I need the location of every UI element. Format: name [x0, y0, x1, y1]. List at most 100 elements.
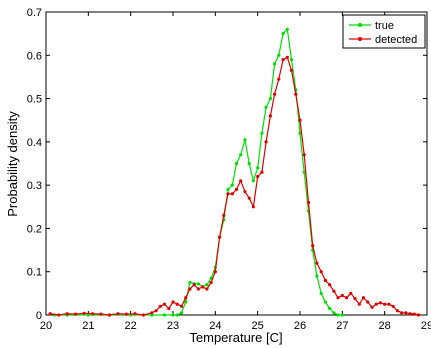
data-point-detected — [323, 278, 327, 282]
data-point-detected — [400, 311, 404, 315]
data-point-detected — [188, 287, 192, 291]
data-point-detected — [239, 179, 243, 183]
y-tick-label: 0 — [36, 310, 42, 322]
data-point-true — [247, 161, 251, 166]
y-axis-label: Probability density — [5, 111, 20, 217]
y-tick-label: 0.2 — [27, 223, 42, 235]
x-tick-label: 26 — [294, 320, 306, 332]
data-point-detected — [243, 190, 247, 194]
legend: true detected — [342, 14, 426, 49]
data-point-detected — [82, 311, 86, 315]
series-layer — [48, 27, 421, 317]
x-tick-label: 20 — [40, 320, 52, 332]
data-point-detected — [209, 280, 213, 285]
data-point-detected — [383, 302, 387, 306]
data-point-true — [205, 283, 209, 287]
data-point-detected — [201, 285, 205, 289]
data-point-detected — [395, 309, 399, 313]
data-point-true — [260, 131, 264, 135]
data-point-detected — [260, 170, 264, 174]
x-tick-label: 24 — [209, 320, 221, 332]
data-point-true — [188, 280, 192, 285]
data-point-detected — [175, 302, 179, 306]
data-point-detected — [370, 305, 374, 309]
data-point-detected — [349, 291, 353, 295]
data-point-true — [171, 313, 175, 317]
data-point-true — [319, 291, 323, 295]
data-point-true — [184, 300, 188, 304]
x-tick-label: 25 — [252, 320, 264, 332]
data-point-true — [175, 313, 179, 317]
data-point-true — [226, 187, 230, 192]
data-point-true — [162, 313, 167, 317]
data-point-detected — [387, 302, 391, 306]
data-point-detected — [133, 312, 137, 316]
data-point-detected — [361, 296, 366, 300]
data-point-detected — [328, 283, 332, 287]
data-point-true — [256, 166, 260, 170]
data-point-detected — [230, 192, 234, 196]
data-point-detected — [357, 302, 361, 306]
data-point-detected — [366, 300, 370, 304]
data-point-detected — [391, 304, 395, 308]
data-point-detected — [99, 312, 103, 316]
data-point-detected — [306, 200, 311, 205]
data-point-detected — [171, 300, 175, 304]
data-point-detected — [154, 309, 158, 313]
data-point-true — [264, 105, 268, 109]
data-point-detected — [226, 192, 230, 196]
data-point-detected — [285, 55, 289, 60]
x-tick-label: 21 — [82, 320, 94, 332]
data-point-detected — [289, 68, 294, 72]
x-tick-label: 29 — [421, 320, 431, 332]
data-point-detected — [141, 313, 145, 317]
legend-box — [342, 14, 426, 49]
data-point-detected — [158, 304, 162, 308]
data-point-detected — [57, 313, 61, 317]
data-point-true — [179, 311, 184, 315]
y-tick-label: 0.6 — [27, 50, 42, 62]
data-point-detected — [302, 153, 306, 157]
data-point-detected — [234, 187, 239, 192]
data-point-true — [281, 31, 285, 36]
data-point-true — [230, 183, 234, 187]
data-point-true — [277, 53, 281, 57]
data-point-detected — [408, 312, 412, 316]
data-point-true — [285, 27, 289, 31]
data-point-detected — [247, 196, 251, 200]
data-point-detected — [150, 311, 154, 315]
data-point-true — [196, 282, 200, 286]
data-point-detected — [353, 297, 357, 301]
data-point-true — [328, 306, 332, 311]
data-point-true — [315, 274, 319, 278]
data-point-detected — [74, 312, 78, 316]
data-point-true — [332, 311, 336, 315]
y-tick-label: 0.3 — [27, 180, 42, 192]
data-point-detected — [179, 304, 184, 308]
series-line-detected — [50, 56, 419, 316]
data-point-detected — [196, 287, 200, 291]
data-point-true — [268, 97, 272, 101]
data-point-detected — [124, 312, 128, 316]
legend-marker-true — [358, 23, 362, 27]
data-point-detected — [273, 92, 277, 96]
data-point-detected — [294, 92, 298, 96]
data-point-true — [340, 313, 344, 317]
data-point-true — [150, 313, 154, 317]
data-point-detected — [205, 287, 209, 291]
axis-ticks: 20 21 22 23 24 25 26 27 28 29 0 0.1 0.2 0.3 0.4 0.5 0.6 0… — [27, 7, 431, 332]
data-point-detected — [277, 77, 281, 81]
data-point-true — [289, 58, 294, 62]
data-point-detected — [416, 313, 421, 317]
data-point-true — [243, 138, 247, 142]
data-point-detected — [404, 311, 408, 315]
data-point-detected — [345, 296, 349, 300]
x-tick-label: 28 — [379, 320, 391, 332]
x-tick-label: 22 — [125, 320, 137, 332]
data-point-detected — [332, 289, 336, 293]
data-point-true — [86, 313, 90, 317]
data-point-detected — [222, 213, 226, 217]
data-point-true — [298, 131, 302, 135]
data-point-detected — [256, 174, 260, 179]
